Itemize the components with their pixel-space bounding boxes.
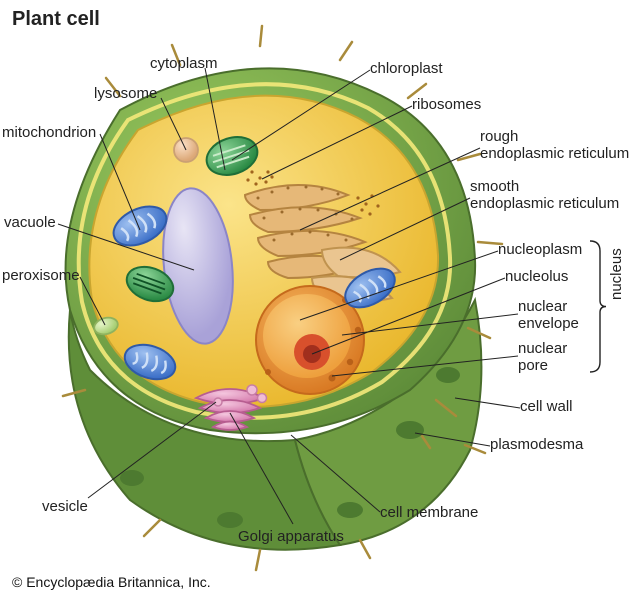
label-lysosome: lysosome (94, 85, 157, 102)
label-ser: smooth endoplasmic reticulum (470, 178, 619, 213)
label-pore: nuclear pore (518, 340, 567, 375)
label-plasmodesma: plasmodesma (490, 436, 583, 453)
label-chloroplast: chloroplast (370, 60, 443, 77)
label-membrane: cell membrane (380, 504, 478, 521)
label-mitochondrion: mitochondrion (2, 124, 96, 141)
nucleus-bracket (590, 241, 606, 372)
label-vacuole: vacuole (4, 214, 56, 231)
label-nucleus-group: nucleus (608, 248, 625, 300)
label-ribosomes: ribosomes (412, 96, 481, 113)
label-golgi: Golgi apparatus (238, 528, 344, 545)
label-envelope: nuclear envelope (518, 298, 579, 333)
label-cytoplasm: cytoplasm (150, 55, 218, 72)
label-rer: rough endoplasmic reticulum (480, 128, 629, 163)
label-cellwall: cell wall (520, 398, 573, 415)
label-nucleolus: nucleolus (505, 268, 568, 285)
label-peroxisome: peroxisome (2, 267, 80, 284)
credit-line: © Encyclopædia Britannica, Inc. (12, 574, 211, 590)
label-nucleoplasm: nucleoplasm (498, 241, 582, 258)
label-vesicle: vesicle (42, 498, 88, 515)
